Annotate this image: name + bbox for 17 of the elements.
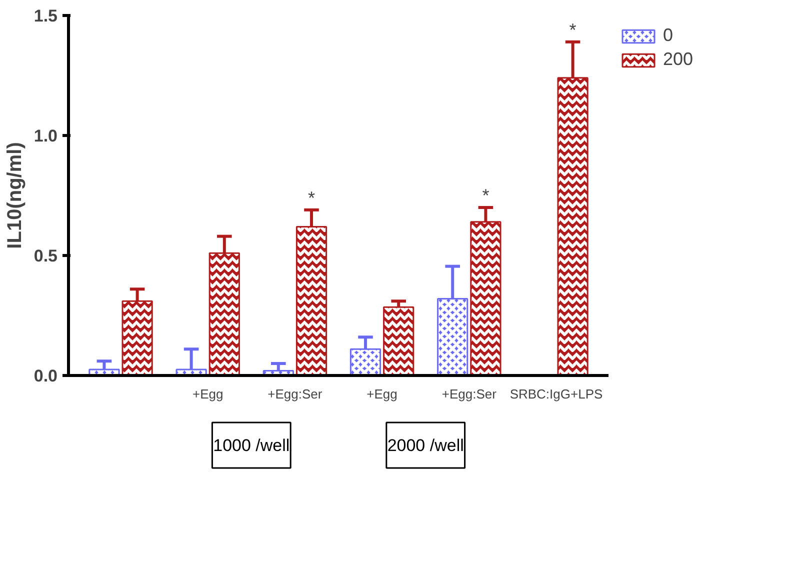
y-tick-label: 1.0 xyxy=(34,126,58,146)
legend-label: 200 xyxy=(663,49,694,70)
x-tick-label: +Egg:Ser xyxy=(268,386,323,402)
text: 2000 /well xyxy=(387,436,464,455)
y-axis-title: IL10(ng/ml) xyxy=(4,142,26,249)
annotation: * xyxy=(482,186,490,206)
x-tick-label: SRBC:IgG+LPS xyxy=(510,386,603,402)
x-tick-label: +Egg xyxy=(366,386,398,402)
text: 1000 /well xyxy=(213,436,290,455)
x-tick-label: +Egg:Ser xyxy=(442,386,498,402)
annotation: * xyxy=(569,20,576,40)
y-tick-label: 1.5 xyxy=(34,6,58,26)
annotation: * xyxy=(308,188,316,208)
y-tick-label: 0.5 xyxy=(34,246,58,266)
x-tick-label: +Egg xyxy=(192,386,224,402)
y-tick-label: 0.0 xyxy=(34,366,58,386)
legend-label: 0 xyxy=(663,25,674,46)
